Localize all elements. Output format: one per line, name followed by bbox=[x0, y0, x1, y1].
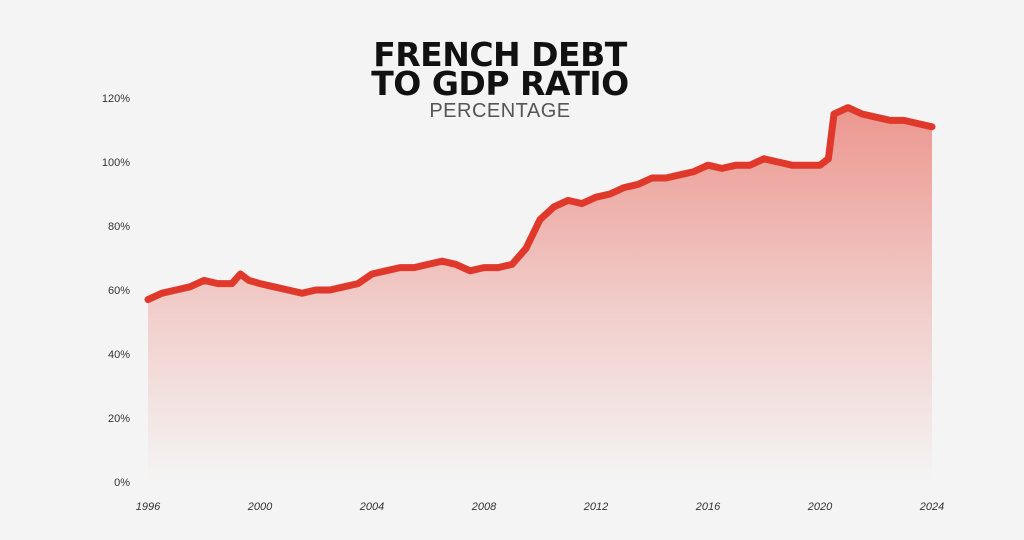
data-point bbox=[498, 267, 499, 268]
y-tick-label: 120% bbox=[102, 93, 130, 105]
data-point bbox=[610, 194, 611, 195]
data-point bbox=[316, 290, 317, 291]
data-point bbox=[582, 203, 583, 204]
data-point bbox=[232, 283, 233, 284]
data-point bbox=[248, 280, 249, 281]
data-point bbox=[218, 283, 219, 284]
data-point bbox=[400, 267, 401, 268]
data-point bbox=[302, 293, 303, 294]
data-point bbox=[918, 123, 919, 124]
data-point bbox=[834, 114, 835, 115]
data-point bbox=[806, 165, 807, 166]
data-point bbox=[848, 107, 849, 108]
data-point bbox=[778, 162, 779, 163]
data-point bbox=[876, 117, 877, 118]
data-point bbox=[624, 187, 625, 188]
data-point bbox=[554, 206, 555, 207]
data-point bbox=[456, 264, 457, 265]
data-point bbox=[862, 114, 863, 115]
data-point bbox=[666, 178, 667, 179]
data-point bbox=[372, 274, 373, 275]
data-point bbox=[260, 283, 261, 284]
data-point bbox=[470, 270, 471, 271]
x-tick-label: 2012 bbox=[583, 501, 608, 513]
data-point bbox=[890, 120, 891, 121]
y-tick-label: 40% bbox=[108, 349, 130, 361]
data-point bbox=[932, 126, 933, 127]
y-tick-label: 100% bbox=[102, 157, 130, 169]
data-point bbox=[526, 248, 527, 249]
data-point bbox=[764, 158, 765, 159]
data-point bbox=[288, 290, 289, 291]
x-tick-label: 2016 bbox=[695, 501, 721, 513]
data-point bbox=[512, 264, 513, 265]
data-point bbox=[240, 274, 241, 275]
data-point bbox=[344, 286, 345, 287]
chart-title-line-2: TO GDP RATIO bbox=[371, 64, 629, 103]
data-point bbox=[358, 283, 359, 284]
y-tick-label: 0% bbox=[114, 477, 130, 489]
x-tick-label: 2000 bbox=[247, 501, 273, 513]
data-point bbox=[750, 165, 751, 166]
y-tick-label: 60% bbox=[108, 285, 130, 297]
data-point bbox=[428, 264, 429, 265]
data-point bbox=[190, 286, 191, 287]
data-point bbox=[652, 178, 653, 179]
data-point bbox=[904, 120, 905, 121]
y-tick-label: 80% bbox=[108, 221, 130, 233]
data-point bbox=[176, 290, 177, 291]
data-point bbox=[680, 174, 681, 175]
x-tick-label: 2004 bbox=[359, 501, 384, 513]
chart-title-line-1: FRENCH DEBT bbox=[373, 35, 627, 74]
data-point bbox=[638, 184, 639, 185]
data-point bbox=[386, 270, 387, 271]
data-point bbox=[568, 200, 569, 201]
data-point bbox=[828, 158, 829, 159]
series-area bbox=[148, 107, 932, 482]
data-point bbox=[414, 267, 415, 268]
data-point bbox=[792, 165, 793, 166]
y-tick-label: 20% bbox=[108, 413, 130, 425]
series-line bbox=[144, 104, 936, 304]
data-point bbox=[722, 168, 723, 169]
chart-subtitle: PERCENTAGE bbox=[429, 100, 571, 122]
data-point bbox=[694, 171, 695, 172]
x-tick-label: 2008 bbox=[471, 501, 497, 513]
data-point bbox=[540, 219, 541, 220]
data-point bbox=[708, 165, 709, 166]
data-point bbox=[736, 165, 737, 166]
data-point bbox=[442, 261, 443, 262]
data-point bbox=[162, 293, 163, 294]
x-tick-label: 2024 bbox=[919, 501, 944, 513]
data-point bbox=[330, 290, 331, 291]
data-point bbox=[484, 267, 485, 268]
chart-title-block: FRENCH DEBT TO GDP RATIO PERCENTAGE bbox=[340, 35, 660, 123]
data-point bbox=[204, 280, 205, 281]
data-point bbox=[148, 299, 149, 300]
x-tick-label: 2020 bbox=[807, 501, 833, 513]
data-point bbox=[820, 165, 821, 166]
data-point bbox=[596, 197, 597, 198]
x-tick-label: 1996 bbox=[136, 501, 161, 513]
data-point bbox=[274, 286, 275, 287]
